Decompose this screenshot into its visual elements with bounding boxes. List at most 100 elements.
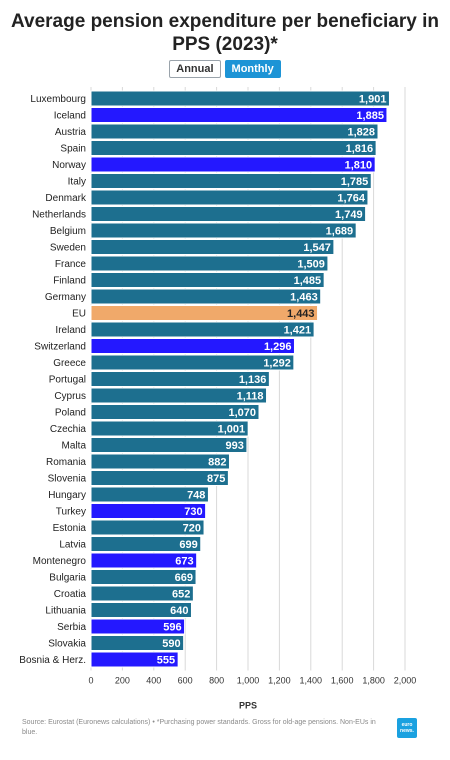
category-label: Norway bbox=[52, 160, 86, 171]
data-label: 1,689 bbox=[326, 226, 354, 238]
data-label: 590 bbox=[162, 638, 180, 650]
data-label: 1,901 bbox=[359, 94, 387, 106]
category-label: Germany bbox=[45, 292, 86, 303]
category-label: Hungary bbox=[48, 490, 86, 501]
x-tick-label: 2,000 bbox=[394, 676, 417, 686]
category-label: Poland bbox=[55, 408, 86, 419]
bar bbox=[90, 618, 186, 635]
annual-button[interactable]: Annual bbox=[169, 60, 221, 78]
x-tick-label: 0 bbox=[88, 676, 93, 686]
category-label: Croatia bbox=[54, 589, 87, 600]
bar bbox=[90, 635, 185, 651]
bar bbox=[90, 288, 322, 305]
data-label: 748 bbox=[187, 490, 205, 502]
bar bbox=[90, 651, 179, 668]
category-label: Belgium bbox=[50, 226, 86, 237]
x-tick-label: 400 bbox=[146, 676, 161, 686]
chart-title: Average pension expenditure per benefici… bbox=[11, 11, 439, 55]
data-label: 640 bbox=[170, 605, 188, 617]
period-toggle: Annual Monthly bbox=[0, 60, 450, 78]
category-label: Czechia bbox=[50, 424, 87, 435]
x-tick-label: 800 bbox=[209, 676, 224, 686]
category-label: Switzerland bbox=[34, 342, 86, 353]
category-label: Italy bbox=[68, 177, 86, 188]
data-label: 596 bbox=[163, 622, 181, 634]
category-label: Spain bbox=[60, 144, 86, 155]
data-label: 699 bbox=[179, 539, 197, 551]
bar bbox=[90, 305, 319, 321]
category-label: Serbia bbox=[57, 622, 86, 633]
data-label: 1,749 bbox=[335, 209, 363, 221]
x-tick-label: 1,000 bbox=[237, 676, 260, 686]
data-label: 875 bbox=[207, 473, 225, 485]
bar bbox=[90, 321, 315, 338]
data-label: 555 bbox=[157, 655, 175, 667]
category-label: Netherlands bbox=[32, 210, 86, 221]
x-axis-title: PPS bbox=[239, 701, 257, 711]
data-label: 1,001 bbox=[218, 424, 246, 436]
data-label: 1,485 bbox=[294, 275, 322, 287]
category-label: Portugal bbox=[49, 375, 86, 386]
data-label: 1,136 bbox=[239, 374, 267, 386]
category-label: Montenegro bbox=[33, 556, 87, 567]
bar bbox=[90, 569, 197, 585]
x-tick-label: 1,400 bbox=[300, 676, 323, 686]
data-label: 882 bbox=[208, 457, 226, 469]
category-label: Bulgaria bbox=[49, 573, 86, 584]
data-label: 1,785 bbox=[341, 176, 369, 188]
data-label: 993 bbox=[226, 440, 244, 452]
bar bbox=[90, 453, 230, 470]
data-label: 1,292 bbox=[263, 358, 291, 370]
bar-chart: Luxembourg 1,901 Iceland 1,885 Austria 1,828 S… bbox=[19, 87, 417, 711]
source-note: Source: Eurostat (Euronews calculations)… bbox=[22, 719, 376, 736]
bar bbox=[90, 420, 249, 437]
bar bbox=[90, 404, 260, 420]
bar bbox=[90, 123, 379, 140]
data-label: 1,443 bbox=[287, 308, 315, 320]
category-label: Finland bbox=[53, 276, 86, 287]
bar bbox=[90, 371, 270, 387]
category-label: Latvia bbox=[59, 540, 86, 551]
bar bbox=[90, 272, 325, 288]
bar bbox=[90, 189, 369, 206]
bar bbox=[90, 255, 329, 272]
category-label: Cyprus bbox=[54, 391, 86, 402]
bar bbox=[90, 90, 390, 107]
data-label: 1,463 bbox=[290, 292, 318, 304]
category-label: Turkey bbox=[56, 507, 86, 518]
data-label: 669 bbox=[175, 572, 193, 584]
data-label: 1,509 bbox=[297, 259, 325, 271]
category-label: Denmark bbox=[45, 193, 87, 204]
category-label: Slovakia bbox=[48, 639, 86, 650]
bar bbox=[90, 503, 207, 519]
bar bbox=[90, 173, 372, 189]
x-tick-label: 1,200 bbox=[268, 676, 291, 686]
bar bbox=[90, 338, 295, 354]
data-label: 652 bbox=[172, 589, 190, 601]
x-tick-label: 200 bbox=[115, 676, 130, 686]
bar bbox=[90, 107, 388, 123]
data-label: 1,070 bbox=[228, 407, 256, 419]
bar bbox=[90, 552, 198, 569]
data-label: 1,764 bbox=[337, 193, 365, 205]
category-label: Ireland bbox=[55, 325, 86, 336]
data-label: 730 bbox=[184, 506, 202, 518]
bar bbox=[90, 140, 377, 156]
bar bbox=[90, 536, 202, 552]
monthly-button[interactable]: Monthly bbox=[224, 60, 281, 78]
data-label: 1,810 bbox=[345, 160, 373, 172]
category-label: Romania bbox=[46, 457, 86, 468]
category-label: Malta bbox=[62, 441, 87, 452]
bar bbox=[90, 486, 209, 503]
category-label: Austria bbox=[55, 127, 87, 138]
data-label: 1,118 bbox=[237, 391, 264, 403]
data-label: 1,828 bbox=[347, 127, 375, 139]
x-tick-label: 1,600 bbox=[331, 676, 354, 686]
data-label: 720 bbox=[183, 523, 201, 535]
category-label: Greece bbox=[53, 358, 86, 369]
bar bbox=[90, 387, 268, 404]
category-label: Estonia bbox=[53, 523, 87, 534]
data-label: 1,296 bbox=[264, 341, 292, 353]
bar bbox=[90, 222, 357, 239]
bar bbox=[90, 239, 335, 255]
